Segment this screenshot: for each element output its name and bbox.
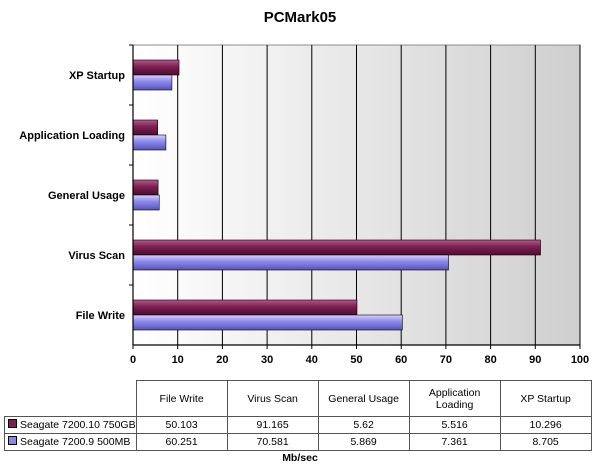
grid-lines (177, 45, 581, 345)
table-cell: 70.581 (226, 433, 319, 451)
legend-swatch (8, 436, 17, 445)
table-cell: 10.296 (499, 416, 592, 434)
table-header-row: File Write Virus Scan General Usage Applica… (4, 380, 592, 417)
chart-title: PCMark05 (263, 9, 337, 26)
bar (132, 314, 403, 331)
series-legend-cell: Seagate 7200.10 750GB (4, 416, 137, 434)
table-corner (4, 380, 137, 417)
bar (132, 239, 541, 256)
legend-swatch (8, 419, 17, 428)
table-cell: 5.869 (317, 433, 410, 451)
x-tick-label: 70 (440, 354, 452, 366)
x-tick-label: 50 (350, 354, 362, 366)
bar (132, 179, 159, 196)
table-column-header: Application Loading (408, 380, 501, 417)
x-tick-label: 90 (529, 354, 541, 366)
series-name: Seagate 7200.9 500MB (20, 436, 131, 448)
bar (132, 59, 180, 76)
bar (132, 254, 449, 271)
axes (129, 44, 581, 349)
axis-labels: 0 10 20 30 40 50 60 70 80 90 100 File Write Virus Sc… (19, 70, 589, 366)
table-column-header: XP Startup (499, 380, 592, 417)
table-row: Seagate 7200.10 750GB 50.103 91.165 5.62 5.5… (4, 416, 592, 434)
bars (132, 59, 541, 331)
y-tick-label: Virus Scan (68, 250, 125, 262)
y-tick-label: General Usage (48, 190, 125, 202)
bar (132, 74, 173, 91)
table-cell: 7.361 (408, 433, 501, 451)
series-legend-cell: Seagate 7200.9 500MB (4, 433, 137, 451)
x-tick-label: 100 (571, 354, 589, 366)
x-tick-label: 20 (216, 354, 228, 366)
y-tick-label: File Write (76, 310, 125, 322)
bar (132, 134, 167, 151)
x-axis-label: Mb/sec (282, 452, 318, 464)
bar (132, 119, 158, 136)
y-tick-label: Application Loading (19, 130, 125, 142)
x-tick-label: 40 (306, 354, 318, 366)
table-cell: 8.705 (499, 433, 592, 451)
x-tick-label: 10 (172, 354, 184, 366)
series-name: Seagate 7200.10 750GB (20, 419, 136, 431)
table-column-header: File Write (135, 380, 228, 417)
bar (132, 299, 358, 316)
x-tick-label: 60 (395, 354, 407, 366)
table-cell: 50.103 (135, 416, 228, 434)
table-body: Seagate 7200.10 750GB 50.103 91.165 5.62 5.5… (4, 416, 592, 451)
table-cell: 60.251 (135, 433, 228, 451)
x-tick-label: 0 (130, 354, 136, 366)
table-cell: 91.165 (226, 416, 319, 434)
table-cell: 5.516 (408, 416, 501, 434)
data-table: File Write Virus Scan General Usage Applica… (4, 380, 592, 451)
bar (132, 194, 160, 211)
table-column-header: General Usage (317, 380, 410, 417)
table-row: Seagate 7200.9 500MB 60.251 70.581 5.869 7.3… (4, 433, 592, 451)
x-tick-label: 30 (261, 354, 273, 366)
x-tick-label: 80 (484, 354, 496, 366)
bar-chart: 0 10 20 30 40 50 60 70 80 90 100 File Write Virus Sc… (19, 44, 589, 366)
table-cell: 5.62 (317, 416, 410, 434)
y-tick-label: XP Startup (69, 70, 125, 82)
table-column-header: Virus Scan (226, 380, 319, 417)
